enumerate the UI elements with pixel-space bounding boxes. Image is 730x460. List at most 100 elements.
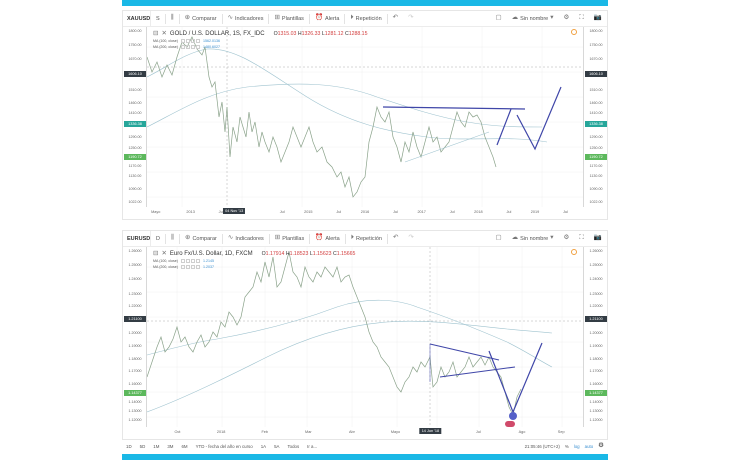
- templates-button[interactable]: ⊞ Plantillas: [269, 11, 308, 26]
- x-tick: Jul: [506, 210, 512, 214]
- eurusd-legend: ⊟ ✕ Euro Fx/U.S. Dollar, 1D, FXCM O1.179…: [153, 250, 355, 270]
- range-all-button[interactable]: Todos: [287, 444, 300, 449]
- range-1m-button[interactable]: 1M: [153, 444, 160, 449]
- indicators-button[interactable]: ∿ Indicadores: [223, 231, 269, 246]
- gear-icon: ⚙: [563, 14, 570, 22]
- redo-button[interactable]: ↷: [403, 231, 418, 246]
- interval-button[interactable]: D: [151, 231, 165, 246]
- collapse-legend-icon[interactable]: ⊟: [153, 249, 159, 257]
- range-5y-button[interactable]: 5A: [274, 444, 280, 449]
- alert-button[interactable]: ⏰ Alerta: [310, 11, 344, 26]
- alert-marker-icon[interactable]: [571, 29, 577, 35]
- replay-button[interactable]: ⏵ Repetición: [346, 231, 387, 246]
- compare-label: Comparar: [192, 235, 217, 242]
- right-price-axis[interactable]: 1800.00 1750.00 1670.00 1606.10 1510.00 …: [583, 27, 607, 207]
- x-tick: 2013: [186, 210, 195, 214]
- ma-controls[interactable]: [180, 259, 200, 263]
- templates-button[interactable]: ⊞ Plantillas: [270, 231, 309, 246]
- left-price-axis[interactable]: 1.26000 1.25000 1.24000 1.23000 1.22000 …: [123, 247, 147, 427]
- y-tick: 1130.00: [589, 174, 603, 179]
- layout-name-label: Sin nombre: [520, 15, 549, 22]
- ma100-legend[interactable]: MA (100, close) 1.2145: [153, 258, 355, 264]
- hide-icon[interactable]: ✕: [161, 249, 167, 257]
- percent-scale-toggle[interactable]: %: [564, 444, 569, 449]
- redo-button[interactable]: ↷: [403, 11, 418, 26]
- indicator-wave-icon: ∿: [227, 14, 234, 22]
- y-tick: 1410.00: [128, 111, 142, 116]
- symbol-search[interactable]: XAUUSD: [123, 11, 151, 26]
- left-price-axis[interactable]: 1800.00 1750.00 1670.00 1606.10 1510.00 …: [123, 27, 147, 207]
- range-ytd-button[interactable]: YTD - fecha del año en curso: [195, 444, 253, 449]
- y-tick: 1.24000: [589, 277, 603, 282]
- undo-button[interactable]: ↶: [388, 231, 403, 246]
- fullscreen-button[interactable]: ⛶: [574, 231, 589, 246]
- snapshot-button[interactable]: 📷: [589, 11, 607, 26]
- range-1d-button[interactable]: 1D: [126, 444, 132, 449]
- eurusd-plot-area[interactable]: [147, 247, 583, 427]
- snapshot-button[interactable]: 📷: [589, 231, 607, 246]
- replay-button[interactable]: ⏵ Repetición: [345, 11, 386, 26]
- gold-legend: ⊟ ✕ GOLD / U.S. DOLLAR, 1S, FX_IDC O1315…: [153, 30, 367, 50]
- right-price-axis[interactable]: 1.26000 1.25000 1.24000 1.23000 1.22000 …: [583, 247, 607, 427]
- ma-controls[interactable]: [180, 265, 200, 269]
- chart-type-button[interactable]: ⫼: [166, 11, 179, 26]
- interval-button[interactable]: S: [151, 11, 165, 26]
- range-3m-button[interactable]: 3M: [167, 444, 174, 449]
- settings-button[interactable]: ⚙: [559, 11, 575, 26]
- event-flag-icon[interactable]: [509, 412, 517, 420]
- gear-icon[interactable]: ⚙: [598, 442, 604, 450]
- y-tick: 1130.00: [128, 174, 142, 179]
- fullscreen-icon: ⛶: [579, 234, 584, 242]
- close-label: C: [332, 251, 337, 257]
- compare-button[interactable]: ⊕ Comparar: [180, 11, 222, 26]
- y-tick: 1.22000: [128, 304, 142, 309]
- compare-button[interactable]: ⊕ Comparar: [180, 231, 222, 246]
- ma200-legend[interactable]: MA (200, close) 1480.6027: [153, 44, 367, 50]
- y-tick: 1290.00: [589, 134, 603, 139]
- x-tick: Jul: [218, 210, 224, 214]
- y-tick: 1.13000: [128, 408, 142, 413]
- camera-icon: 📷: [593, 234, 602, 242]
- goto-date-button[interactable]: Ir a...: [307, 444, 318, 449]
- price-tag-last: 1190.72: [585, 153, 607, 160]
- ohlc-values: O1315.03 H1326.33 L1281.12 C1288.15: [274, 31, 368, 37]
- ma-controls[interactable]: [180, 39, 200, 43]
- range-6m-button[interactable]: 6M: [181, 444, 188, 449]
- bottom-accent-bar: [122, 454, 608, 460]
- layout-toggle-button[interactable]: ▢: [490, 11, 506, 26]
- hide-icon[interactable]: ✕: [161, 29, 167, 37]
- eurusd-time-axis[interactable]: Oct 2018 Feb Mar Abr Mayo Jun 14 Jun '18…: [147, 427, 583, 439]
- undo-icon: ↶: [392, 14, 399, 22]
- clock-timezone[interactable]: 21:05:46 (UTC+2): [524, 444, 560, 449]
- settings-button[interactable]: ⚙: [559, 231, 575, 246]
- close-value: 1288.15: [348, 31, 368, 37]
- layout-name-dropdown[interactable]: ☁ Sin nombre ▾: [507, 11, 559, 26]
- indicators-button[interactable]: ∿ Indicadores: [223, 11, 269, 26]
- range-5d-button[interactable]: 5D: [139, 444, 146, 449]
- gold-time-axis[interactable]: Mayo 2013 Jul 04 Nov '13 Jul 2015 Jul 20…: [147, 207, 583, 219]
- eurusd-chart-panel: EURUSD D ⫼ ⊕ Comparar ∿ Indicadores ⊞ Plant…: [122, 230, 608, 440]
- event-flag-icon[interactable]: [505, 421, 515, 427]
- ma100-legend[interactable]: MA (100, close) 1562.0136: [153, 38, 367, 44]
- cloud-icon: ☁: [511, 234, 519, 242]
- gold-plot-area[interactable]: [147, 27, 583, 207]
- alert-marker-icon[interactable]: [571, 249, 577, 255]
- symbol-search[interactable]: EURUSD: [123, 231, 151, 246]
- fullscreen-button[interactable]: ⛶: [574, 11, 589, 26]
- undo-button[interactable]: ↶: [388, 11, 403, 26]
- alert-button[interactable]: ⏰ Alerta: [310, 231, 344, 246]
- chart-type-button[interactable]: ⫼: [166, 231, 179, 246]
- chevron-down-icon: ▾: [550, 14, 554, 22]
- log-scale-toggle[interactable]: log: [573, 444, 580, 449]
- collapse-legend-icon[interactable]: ⊟: [153, 29, 159, 37]
- x-tick: Jul: [393, 210, 398, 214]
- layout-toggle-button[interactable]: ▢: [490, 231, 506, 246]
- ma200-legend[interactable]: MA (200, close) 1.2037: [153, 264, 355, 270]
- ma-controls[interactable]: [180, 45, 200, 49]
- range-1y-button[interactable]: 1A: [260, 444, 267, 449]
- y-tick: 1.25000: [589, 263, 603, 267]
- plus-circle-icon: ⊕: [184, 234, 191, 242]
- x-tick: Mayo: [151, 210, 161, 214]
- auto-scale-toggle[interactable]: auto: [584, 444, 594, 449]
- layout-name-dropdown[interactable]: ☁ Sin nombre ▾: [507, 231, 559, 246]
